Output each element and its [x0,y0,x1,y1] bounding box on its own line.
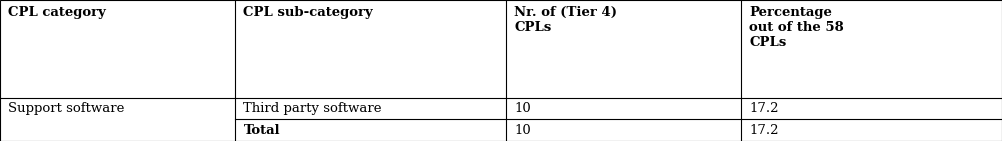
Text: 10: 10 [514,124,531,137]
Text: CPL category: CPL category [8,6,106,19]
Text: 17.2: 17.2 [749,102,779,115]
Text: CPL sub-category: CPL sub-category [243,6,373,19]
Text: Third party software: Third party software [243,102,382,115]
Text: Total: Total [243,124,281,137]
Text: Nr. of (Tier 4)
CPLs: Nr. of (Tier 4) CPLs [514,6,617,34]
Text: Support software: Support software [8,102,124,115]
Text: 10: 10 [514,102,531,115]
Text: 17.2: 17.2 [749,124,779,137]
Text: Percentage
out of the 58
CPLs: Percentage out of the 58 CPLs [749,6,845,49]
